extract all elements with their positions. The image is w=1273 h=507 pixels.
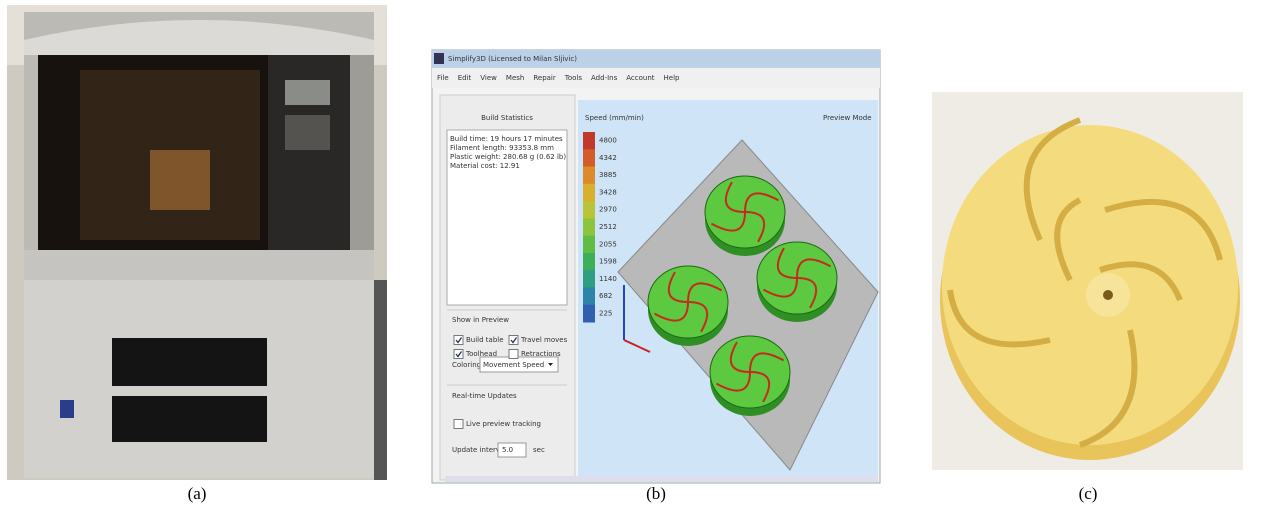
checkbox-label: Live preview tracking	[466, 420, 541, 428]
legend-swatch	[583, 132, 595, 150]
window-title: Simplify3D (Licensed to Milan Sljivic)	[448, 55, 577, 63]
section-title: Show in Preview	[452, 316, 509, 324]
checkbox[interactable]	[454, 336, 463, 345]
legend-swatch	[583, 270, 595, 288]
legend-value: 4342	[599, 154, 617, 162]
legend-value: 3428	[599, 188, 617, 196]
menu-item[interactable]: Add-Ins	[591, 74, 618, 82]
caption: (a)	[188, 484, 207, 503]
menu-item[interactable]: Tools	[564, 74, 583, 82]
checkbox-label: Toolhead	[465, 350, 497, 358]
menu-item[interactable]: View	[480, 74, 497, 82]
checkbox[interactable]	[509, 336, 518, 345]
printer-photo	[7, 5, 387, 480]
legend-swatch	[583, 236, 595, 254]
menu-item[interactable]: Edit	[458, 74, 472, 82]
legend-value: 4800	[599, 137, 617, 145]
checkbox[interactable]	[509, 350, 518, 359]
checkbox[interactable]	[454, 420, 463, 429]
preview-mode: Preview Mode	[823, 114, 872, 122]
interval-value: 5.0	[502, 446, 513, 454]
stat-line: Plastic weight: 280.68 g (0.62 lb)	[450, 153, 566, 161]
menu-item[interactable]: Mesh	[506, 74, 524, 82]
legend-swatch	[583, 201, 595, 219]
legend-value: 1598	[599, 258, 617, 266]
stat-line: Build time: 19 hours 17 minutes	[450, 135, 563, 143]
legend-swatch	[583, 218, 595, 236]
legend-swatch	[583, 149, 595, 167]
menu-item[interactable]: File	[437, 74, 449, 82]
interval-unit: sec	[533, 446, 545, 454]
legend-swatch	[583, 287, 595, 305]
legend-value: 3885	[599, 171, 617, 179]
legend-value: 225	[599, 309, 612, 317]
menu-item[interactable]: Help	[664, 74, 681, 82]
menu-item[interactable]: Account	[626, 74, 655, 82]
stat-line: Filament length: 93353.8 mm	[450, 144, 554, 152]
checkbox-label: Travel moves	[520, 336, 568, 344]
legend-swatch	[583, 253, 595, 271]
stat-line: Material cost: 12.91	[450, 162, 520, 170]
legend-swatch	[583, 184, 595, 202]
legend-value: 2512	[599, 223, 617, 231]
menu-item[interactable]: Repair	[533, 74, 556, 82]
checkbox-label: Build table	[466, 336, 504, 344]
legend-value: 1140	[599, 275, 617, 283]
caption: (c)	[1079, 484, 1098, 503]
impeller-photo	[932, 92, 1243, 470]
figure: (a) Simplify3D (Licensed to Milan Sljivi…	[0, 0, 1273, 507]
legend-value: 2055	[599, 240, 617, 248]
checkbox-label: Retractions	[521, 350, 561, 358]
coloring-value: Movement Speed	[483, 361, 544, 369]
legend-value: 2970	[599, 206, 617, 214]
panel-title: Build Statistics	[481, 114, 533, 122]
coloring-label: Coloring	[452, 361, 481, 369]
legend-swatch	[583, 305, 595, 323]
section-title: Real-time Updates	[452, 392, 517, 400]
legend-title: Speed (mm/min)	[585, 114, 644, 122]
checkbox[interactable]	[454, 350, 463, 359]
caption: (b)	[646, 484, 666, 503]
legend-swatch	[583, 167, 595, 185]
legend-value: 682	[599, 292, 612, 300]
